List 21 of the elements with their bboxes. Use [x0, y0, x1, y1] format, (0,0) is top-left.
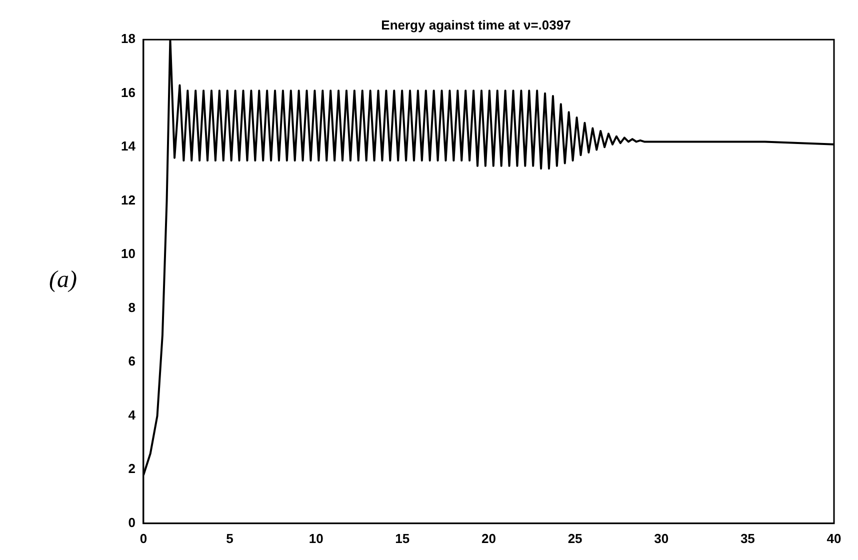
- x-tick-label: 40: [826, 530, 842, 546]
- x-tick-label: 35: [740, 530, 755, 546]
- x-tick-label: 0: [140, 530, 148, 546]
- y-tick-label: 6: [128, 354, 136, 369]
- y-tick-label: 4: [128, 407, 136, 422]
- y-tick-label: 10: [120, 246, 136, 262]
- x-tick-label: 25: [568, 530, 582, 546]
- y-tick-label: 8: [128, 300, 136, 315]
- x-tick-label: 20: [481, 530, 496, 546]
- x-tick-label: 15: [395, 530, 410, 546]
- chart-title: Energy against time at ν=.0397: [381, 17, 571, 32]
- y-tick-label: 18: [120, 31, 136, 46]
- y-tick-label: 2: [128, 461, 136, 476]
- text: (a): [49, 266, 77, 294]
- x-tick-label: 30: [654, 530, 669, 546]
- y-tick-label: 12: [120, 192, 136, 208]
- y-tick-label: 14: [120, 138, 136, 154]
- y-tick-label: 16: [120, 84, 136, 100]
- x-tick-label: 10: [308, 530, 324, 546]
- y-tick-label: 0: [128, 514, 136, 530]
- x-tick-label: 5: [226, 530, 234, 546]
